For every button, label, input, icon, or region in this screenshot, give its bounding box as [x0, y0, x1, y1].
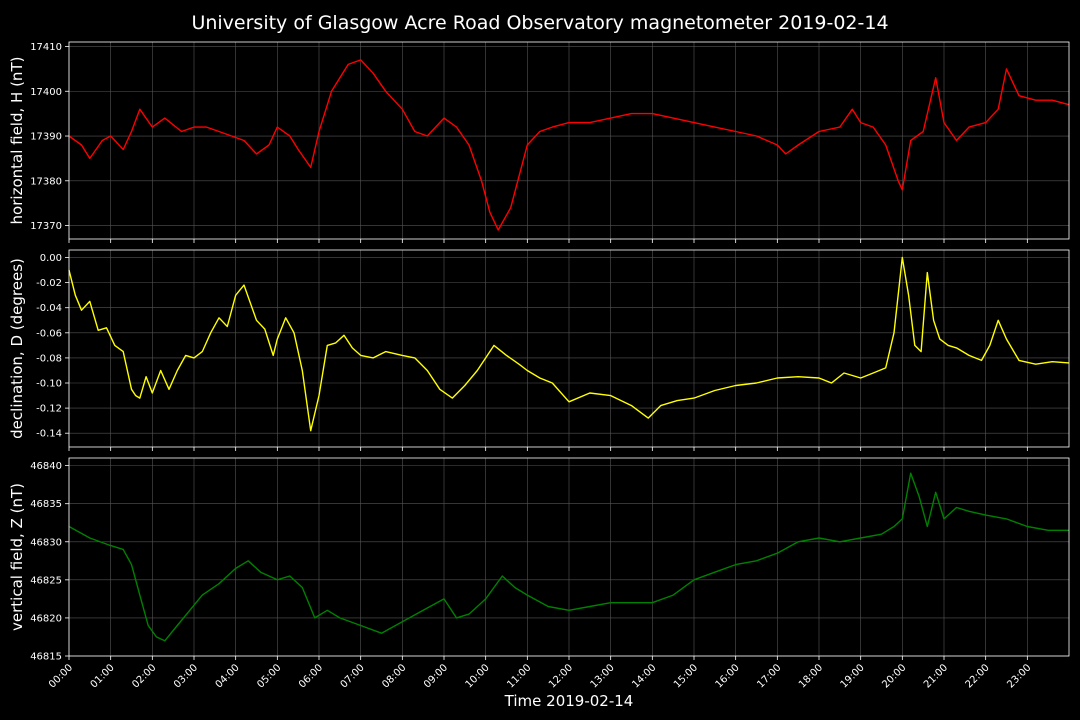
panel-vertical-field: 46815 46820 46825 46830 46835 46840 vertical f…	[8, 457, 1070, 663]
y-tick-label: 0.00	[40, 253, 62, 264]
y-tick-label: 17370	[30, 221, 62, 232]
y-tick-label: -0.14	[36, 429, 62, 440]
series-line-H	[68, 59, 1070, 231]
panel-horizontal-field: 17370 17380 17390 17400 17410 horizontal fiel…	[8, 41, 1070, 243]
panel-declination: -0.14 -0.12 -0.10 -0.08 -0.06 -0.04 -0.02 0.00 d…	[8, 249, 1070, 451]
y-tick-label: -0.10	[36, 379, 62, 390]
y-tick-label: -0.04	[36, 303, 62, 314]
y-tick-label: 46840	[30, 461, 62, 472]
series-line-D	[68, 256, 1070, 432]
y-tick-label: 46825	[30, 575, 62, 586]
x-axis-label: Time 2019-02-14	[504, 692, 634, 710]
y-tick-label: -0.06	[36, 328, 62, 339]
y-tick-label: 46830	[30, 537, 62, 548]
y-tick-label: -0.08	[36, 353, 62, 364]
y-tick-label: 17380	[30, 176, 62, 187]
y-axis-label: horizontal field, H (nT)	[8, 57, 26, 225]
y-tick-label: 46835	[30, 499, 62, 510]
y-tick-label: 17410	[30, 42, 62, 53]
y-tick-label: -0.12	[36, 404, 62, 415]
y-tick-label: 46820	[30, 613, 62, 624]
y-tick-label: 17390	[30, 132, 62, 143]
series-line-Z	[68, 472, 1069, 642]
y-tick-label: -0.02	[36, 278, 62, 289]
y-tick-label: 46815	[30, 652, 62, 663]
y-axis-label: declination, D (degrees)	[8, 258, 26, 439]
y-tick-label: 17400	[30, 87, 62, 98]
y-axis-label: vertical field, Z (nT)	[8, 483, 26, 631]
chart-title: University of Glasgow Acre Road Observat…	[191, 12, 888, 34]
